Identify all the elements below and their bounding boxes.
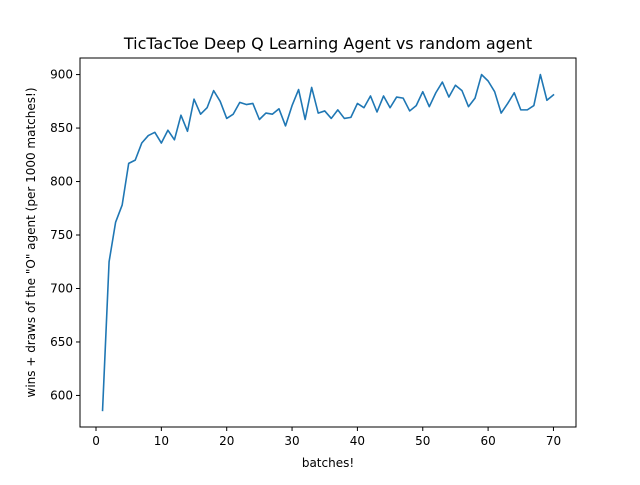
- x-tick-label: 40: [350, 434, 365, 448]
- x-tick-label: 60: [480, 434, 495, 448]
- y-tick-label: 650: [50, 335, 73, 349]
- axes-frame: [79, 57, 577, 428]
- y-tick-label: 900: [50, 68, 73, 82]
- x-tick-label: 70: [546, 434, 561, 448]
- x-tick-label: 10: [154, 434, 169, 448]
- series-line: [101, 73, 555, 412]
- y-tick-label: 750: [50, 228, 73, 242]
- y-tick-label: 850: [50, 121, 73, 135]
- x-tick-label: 20: [219, 434, 234, 448]
- chart-title: TicTacToe Deep Q Learning Agent vs rando…: [123, 34, 532, 53]
- x-axis-label: batches!: [302, 456, 354, 470]
- x-tick-label: 0: [92, 434, 100, 448]
- y-tick-label: 800: [50, 175, 73, 189]
- y-axis-label: wins + draws of the "O" agent (per 1000 …: [24, 87, 38, 397]
- x-tick-label: 50: [415, 434, 430, 448]
- y-axis: 600 650 700 750 800 850 900: [50, 68, 80, 402]
- x-tick-label: 30: [284, 434, 299, 448]
- y-tick-label: 600: [50, 388, 73, 402]
- x-axis: 0 10 20 30 40 50 60 70: [92, 427, 561, 448]
- plot-area: [101, 73, 555, 412]
- y-tick-label: 700: [50, 281, 73, 295]
